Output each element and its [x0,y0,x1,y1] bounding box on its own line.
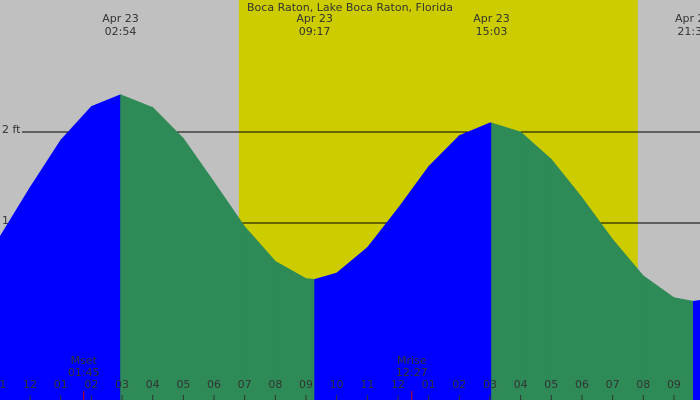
moon-time: 01:45 [68,366,100,379]
x-tick-label: 03 [115,378,129,391]
tide-area [183,137,215,400]
extreme-date: Apr 23 [675,12,700,25]
x-tick-label: 08 [268,378,282,391]
moon-label: Mrise [397,354,427,367]
extreme-time: 15:03 [476,25,508,38]
extreme-time: 09:17 [299,25,331,38]
x-tick-label: 02 [84,378,98,391]
x-tick-label: 06 [575,378,589,391]
x-tick-label: 08 [636,378,650,391]
x-tick-label: 06 [207,378,221,391]
moon-label: Mset [71,354,98,367]
x-tick-label: 11 [360,378,374,391]
tide-area [152,106,184,400]
tide-area [491,122,521,400]
extreme-time: 21:38 [677,25,700,38]
x-tick-label: 05 [544,378,558,391]
extreme-date: Apr 23 [296,12,333,25]
x-tick-label: 03 [483,378,497,391]
x-tick-label: 02 [452,378,466,391]
x-tick-label: 05 [176,378,190,391]
extreme-date: Apr 23 [473,12,510,25]
x-tick-label: 04 [146,378,160,391]
chart-title: Boca Raton, Lake Boca Raton, Florida [247,1,453,14]
x-tick-label: 07 [238,378,252,391]
tide-area [692,300,700,400]
y-tick-label: 2 ft [2,123,21,136]
x-tick-label: 09 [667,378,681,391]
moon-time: 12:27 [396,366,428,379]
tide-area [428,134,460,400]
extreme-time: 02:54 [105,25,137,38]
x-tick-label: 12 [391,378,405,391]
x-tick-label: 10 [330,378,344,391]
x-tick-label: 11 [0,378,6,391]
tide-area [120,94,153,400]
x-tick-label: 07 [606,378,620,391]
x-tick-label: 12 [23,378,37,391]
extreme-date: Apr 23 [102,12,139,25]
tide-area [550,158,583,400]
x-tick-label: 04 [514,378,528,391]
x-tick-label: 09 [299,378,313,391]
x-tick-label: 01 [422,378,436,391]
x-tick-label: 01 [54,378,68,391]
tide-area [459,122,491,400]
tide-area [520,131,552,400]
